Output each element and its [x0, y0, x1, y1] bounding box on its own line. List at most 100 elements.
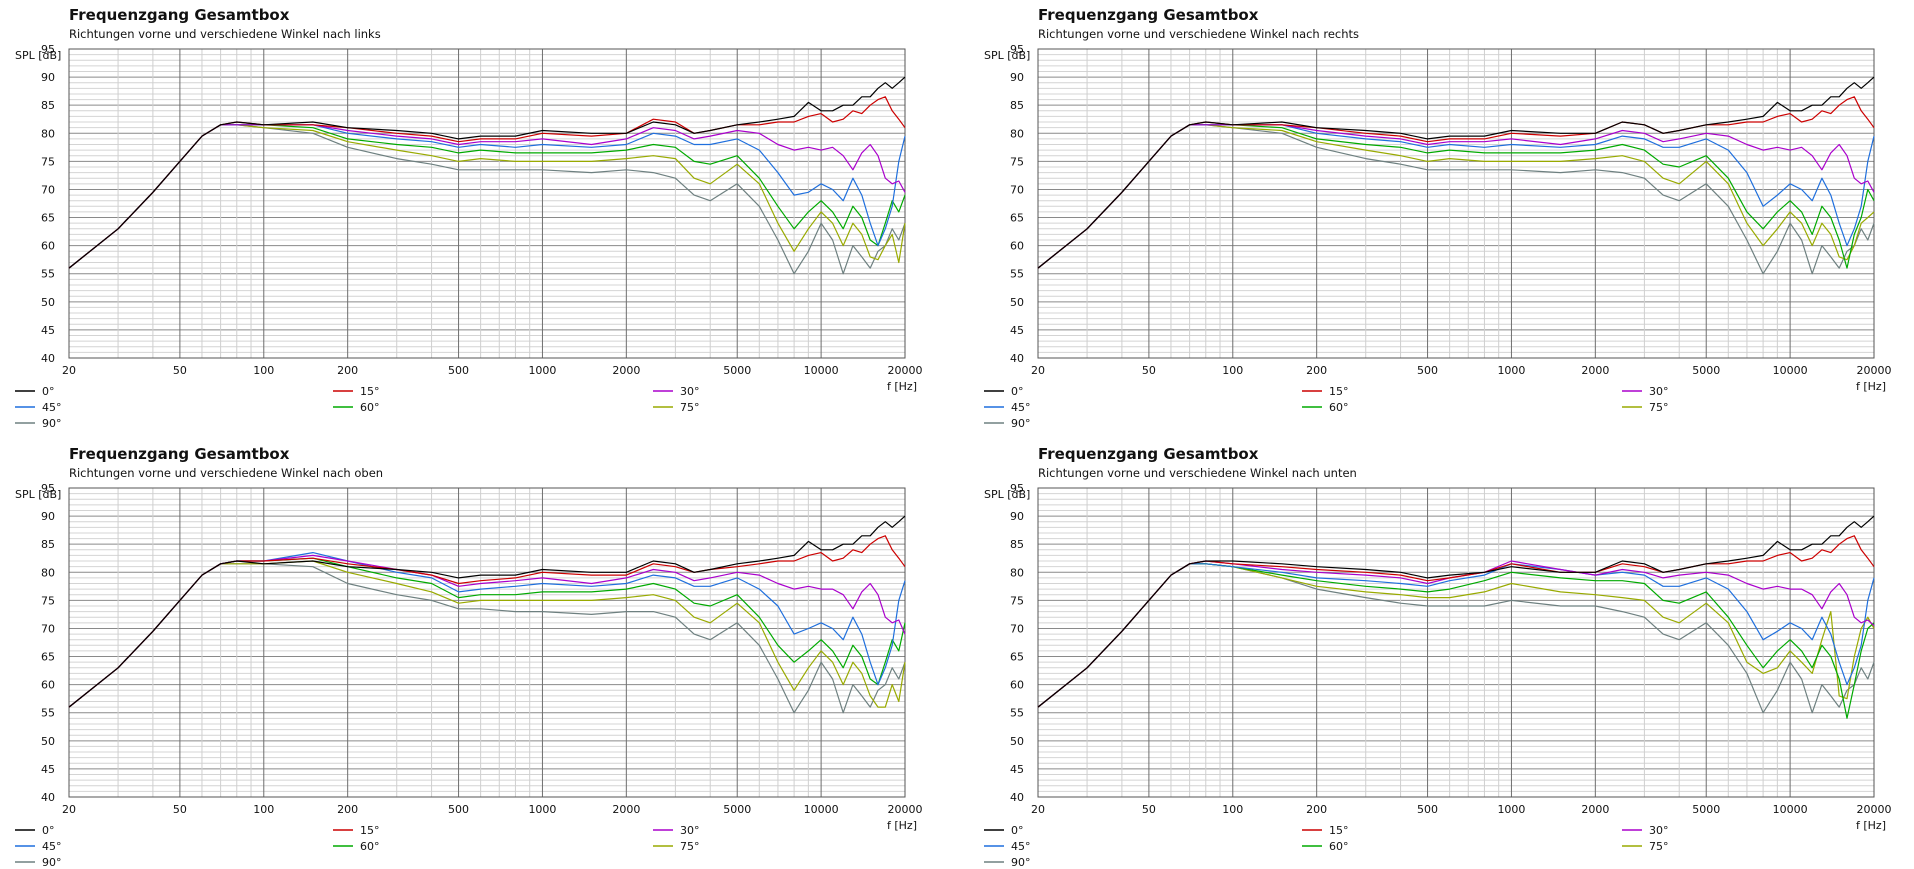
legend-label: 90° — [42, 856, 62, 869]
y-tick-label: 55 — [41, 707, 55, 720]
series-line — [1037, 124, 1875, 269]
x-axis-label: f [Hz] — [887, 380, 917, 393]
legend-label: 60° — [1329, 840, 1349, 853]
y-tick-label: 70 — [41, 622, 55, 635]
chart-subtitle: Richtungen vorne und verschiedene Winkel… — [1038, 27, 1360, 41]
legend-label: 30° — [1649, 385, 1669, 398]
series-line — [68, 124, 906, 269]
y-tick-label: 50 — [1010, 296, 1024, 309]
y-tick-label: 80 — [1010, 566, 1024, 579]
y-tick-label: 95 — [1010, 43, 1024, 56]
y-tick-label: 45 — [1010, 324, 1024, 337]
series-line — [68, 124, 906, 269]
x-tick-label: 20000 — [888, 803, 923, 816]
legend-label: 60° — [360, 401, 380, 414]
y-tick-label: 75 — [41, 155, 55, 168]
x-tick-label: 2000 — [1581, 364, 1609, 377]
legend-label: 90° — [1011, 417, 1031, 430]
series-line — [1037, 563, 1875, 708]
legend-label: 45° — [42, 840, 62, 853]
legend-label: 15° — [360, 385, 380, 398]
legend-label: 30° — [1649, 824, 1669, 837]
y-axis-label: SPL [dB] — [15, 49, 61, 62]
legend-label: 0° — [1011, 824, 1024, 837]
y-tick-label: 45 — [41, 324, 55, 337]
chart-panel-4: Frequenzgang Gesamtbox Richtungen vorne … — [969, 439, 1909, 869]
series-line — [1037, 515, 1875, 708]
x-tick-label: 5000 — [1692, 364, 1720, 377]
legend-label: 75° — [680, 840, 700, 853]
y-tick-label: 95 — [41, 43, 55, 56]
x-tick-label: 500 — [448, 364, 469, 377]
x-tick-label: 10000 — [1773, 364, 1808, 377]
x-tick-label: 100 — [1222, 803, 1243, 816]
y-tick-label: 70 — [1010, 183, 1024, 196]
x-tick-label: 50 — [173, 364, 187, 377]
x-tick-label: 500 — [448, 803, 469, 816]
legend-label: 0° — [42, 385, 55, 398]
x-tick-label: 200 — [1306, 364, 1327, 377]
y-tick-label: 95 — [1010, 482, 1024, 495]
series-line — [68, 124, 906, 269]
x-tick-label: 5000 — [723, 364, 751, 377]
legend-label: 30° — [680, 824, 700, 837]
x-tick-label: 100 — [253, 803, 274, 816]
x-tick-label: 50 — [1142, 803, 1156, 816]
chart-title: Frequenzgang Gesamtbox — [69, 445, 290, 463]
chart-title: Frequenzgang Gesamtbox — [69, 6, 290, 24]
y-tick-label: 40 — [1010, 352, 1024, 365]
legend-label: 75° — [1649, 401, 1669, 414]
y-tick-label: 60 — [1010, 240, 1024, 253]
y-tick-label: 45 — [1010, 763, 1024, 776]
x-tick-label: 5000 — [723, 803, 751, 816]
legend-label: 15° — [1329, 824, 1349, 837]
y-tick-label: 75 — [1010, 594, 1024, 607]
x-tick-label: 100 — [253, 364, 274, 377]
series-line — [1037, 563, 1875, 719]
series-line — [68, 76, 906, 269]
y-tick-label: 65 — [41, 651, 55, 664]
x-tick-label: 10000 — [1773, 803, 1808, 816]
chart-subtitle: Richtungen vorne und verschiedene Winkel… — [69, 27, 381, 41]
legend-label: 90° — [1011, 856, 1031, 869]
y-tick-label: 65 — [1010, 651, 1024, 664]
y-tick-label: 70 — [1010, 622, 1024, 635]
chart-panel-3: Frequenzgang Gesamtbox Richtungen vorne … — [0, 439, 940, 869]
frequency-response-chart: 40 45 50 55 60 65 70 75 80 85 90 95 20 50 100 200 500 100… — [984, 43, 1892, 430]
legend-label: 45° — [42, 401, 62, 414]
x-tick-label: 1000 — [1497, 364, 1525, 377]
y-tick-label: 50 — [41, 296, 55, 309]
legend-label: 75° — [680, 401, 700, 414]
y-axis-label: SPL [dB] — [15, 488, 61, 501]
series-line — [1037, 563, 1875, 708]
x-tick-label: 20000 — [1857, 364, 1892, 377]
frequency-response-chart: 40 45 50 55 60 65 70 75 80 85 90 95 20 50 100 200 500 100… — [15, 482, 923, 869]
x-axis-label: f [Hz] — [887, 819, 917, 832]
y-tick-label: 80 — [1010, 127, 1024, 140]
legend-label: 0° — [42, 824, 55, 837]
y-axis-label: SPL [dB] — [984, 488, 1030, 501]
chart-panel-2: Frequenzgang Gesamtbox Richtungen vorne … — [969, 0, 1909, 430]
y-tick-label: 75 — [1010, 155, 1024, 168]
series-line — [1037, 124, 1875, 269]
legend-label: 30° — [680, 385, 700, 398]
y-tick-label: 85 — [1010, 99, 1024, 112]
legend-label: 60° — [360, 840, 380, 853]
y-tick-label: 40 — [1010, 791, 1024, 804]
y-axis-label: SPL [dB] — [984, 49, 1030, 62]
y-tick-label: 95 — [41, 482, 55, 495]
x-tick-label: 2000 — [612, 364, 640, 377]
y-tick-label: 90 — [1010, 71, 1024, 84]
y-tick-label: 85 — [41, 538, 55, 551]
x-axis-label: f [Hz] — [1856, 819, 1886, 832]
legend-label: 60° — [1329, 401, 1349, 414]
y-tick-label: 40 — [41, 352, 55, 365]
x-tick-label: 20000 — [1857, 803, 1892, 816]
plot-frame — [1037, 48, 1875, 359]
series-line — [68, 551, 906, 708]
y-tick-label: 75 — [41, 594, 55, 607]
x-tick-label: 10000 — [804, 803, 839, 816]
x-tick-label: 1000 — [1497, 803, 1525, 816]
chart-subtitle: Richtungen vorne und verschiedene Winkel… — [1038, 466, 1357, 480]
legend-label: 45° — [1011, 840, 1031, 853]
